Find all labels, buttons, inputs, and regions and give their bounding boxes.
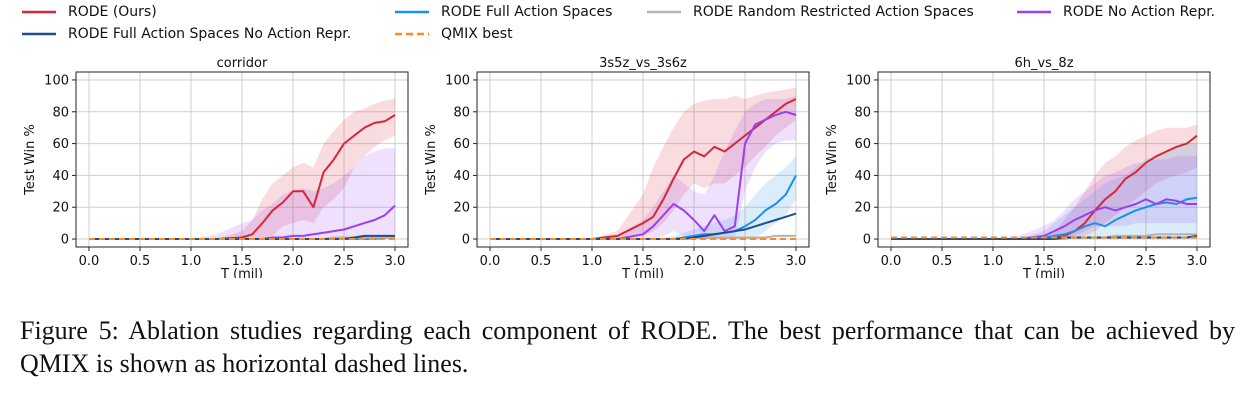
band-rode-ours bbox=[490, 87, 796, 240]
line-rode-full-action-spaces-no-action-repr bbox=[89, 234, 395, 240]
legend-swatch bbox=[1017, 10, 1051, 14]
x-tick-label: 0.0 bbox=[881, 254, 902, 269]
x-tick-label: 0.5 bbox=[531, 254, 552, 269]
panel-title: corridor bbox=[217, 56, 268, 71]
x-tick-label: 0.5 bbox=[932, 254, 953, 269]
y-tick-label: 0 bbox=[61, 233, 69, 248]
legend-swatch bbox=[395, 10, 429, 14]
y-axis-label: Test Win % bbox=[825, 124, 840, 196]
y-tick-label: 80 bbox=[854, 105, 871, 120]
x-tick-label: 2.0 bbox=[684, 254, 705, 269]
y-tick-label: 80 bbox=[453, 105, 470, 120]
figure-caption: Figure 5: Ablation studies regarding eac… bbox=[20, 316, 1235, 378]
line-rode-full-action-spaces-no-action-repr bbox=[490, 212, 797, 240]
y-axis-label: Test Win % bbox=[23, 124, 38, 196]
x-tick-label: 0.0 bbox=[480, 254, 501, 269]
x-tick-label: 0.0 bbox=[79, 254, 100, 269]
x-tick-label: 3.0 bbox=[1187, 254, 1208, 269]
y-tick-label: 40 bbox=[52, 169, 69, 184]
y-tick-label: 20 bbox=[52, 201, 69, 216]
x-axis-label: T (mil) bbox=[220, 267, 263, 278]
legend-swatch bbox=[395, 32, 429, 36]
x-tick-label: 1.5 bbox=[1034, 254, 1055, 269]
figure-panels: 0.0 0.5 1.0 1.5 2.0 2.5 3.0 0 20 40 60 80 100 corrido… bbox=[23, 56, 1211, 278]
x-tick-label: 2.0 bbox=[1085, 254, 1106, 269]
x-tick-label: 3.0 bbox=[786, 254, 807, 269]
x-tick-label: 1.0 bbox=[983, 254, 1004, 269]
x-tick-label: 0.5 bbox=[130, 254, 151, 269]
y-tick-label: 100 bbox=[44, 73, 69, 88]
panel-title: 6h_vs_8z bbox=[1014, 56, 1073, 71]
y-tick-label: 60 bbox=[453, 137, 470, 152]
band-rode-full-action-spaces bbox=[891, 143, 1197, 239]
band-rode-ours bbox=[89, 99, 395, 239]
y-tick-label: 60 bbox=[854, 137, 871, 152]
legend-label: RODE Full Action Spaces bbox=[441, 4, 613, 20]
band-rode-no-action-repr bbox=[490, 95, 796, 240]
legend-swatch bbox=[22, 32, 56, 36]
x-tick-label: 2.5 bbox=[1136, 254, 1157, 269]
y-tick-label: 20 bbox=[453, 201, 470, 216]
panel-title: 3s5z_vs_3s6z bbox=[599, 56, 687, 71]
legend-label: RODE (Ours) bbox=[68, 4, 157, 20]
x-tick-label: 2.0 bbox=[283, 254, 304, 269]
y-axis-label: Test Win % bbox=[424, 124, 439, 196]
panel-6h-vs-8z: 0.0 0.5 1.0 1.5 2.0 2.5 3.0 0 20 40 60 80 100 6h_vs_8… bbox=[825, 56, 1211, 278]
legend-item-rode-ours: RODE (Ours) bbox=[20, 4, 157, 20]
legend-label: RODE No Action Repr. bbox=[1063, 4, 1216, 20]
legend-item-rode-random-restricted-action-spaces: RODE Random Restricted Action Spaces bbox=[645, 4, 974, 20]
y-tick-label: 40 bbox=[453, 169, 470, 184]
y-tick-label: 60 bbox=[52, 137, 69, 152]
legend-label: RODE Random Restricted Action Spaces bbox=[693, 4, 974, 20]
band-rode-ours bbox=[891, 124, 1197, 239]
y-tick-label: 0 bbox=[462, 233, 470, 248]
legend-swatch bbox=[22, 10, 56, 14]
y-tick-label: 80 bbox=[52, 105, 69, 120]
x-tick-label: 1.0 bbox=[582, 254, 603, 269]
y-tick-label: 40 bbox=[854, 169, 871, 184]
legend-swatch bbox=[647, 10, 681, 14]
legend-label: RODE Full Action Spaces No Action Repr. bbox=[68, 26, 352, 42]
y-tick-label: 0 bbox=[863, 233, 871, 248]
band-rode-no-action-repr bbox=[89, 148, 395, 239]
x-tick-label: 2.5 bbox=[735, 254, 756, 269]
legend-label: QMIX best bbox=[441, 26, 513, 42]
x-tick-label: 1.5 bbox=[633, 254, 654, 269]
legend: RODE (Ours) RODE Full Action Spaces RODE R… bbox=[0, 0, 1251, 58]
band-rode-full-action-spaces bbox=[490, 156, 796, 239]
panel-corridor: 0.0 0.5 1.0 1.5 2.0 2.5 3.0 0 20 40 60 80 100 corrido… bbox=[23, 56, 409, 278]
legend-item-rode-full-action-spaces-no-action-repr: RODE Full Action Spaces No Action Repr. bbox=[20, 26, 351, 42]
legend-item-qmix-best: QMIX best bbox=[393, 26, 513, 42]
x-axis-label: T (mil) bbox=[621, 267, 664, 278]
legend-item-rode-full-action-spaces: RODE Full Action Spaces bbox=[393, 4, 612, 20]
x-tick-label: 1.5 bbox=[232, 254, 253, 269]
panel-3s5z-vs-3s6z: 0.0 0.5 1.0 1.5 2.0 2.5 3.0 0 20 40 60 80 100 3s5z_vs… bbox=[424, 56, 810, 278]
y-tick-label: 100 bbox=[846, 73, 871, 88]
x-tick-label: 3.0 bbox=[385, 254, 406, 269]
x-axis-label: T (mil) bbox=[1022, 267, 1065, 278]
legend-item-rode-no-action-repr: RODE No Action Repr. bbox=[1015, 4, 1215, 20]
plot-frame bbox=[75, 71, 409, 248]
x-tick-label: 2.5 bbox=[334, 254, 355, 269]
plot-frame bbox=[877, 71, 1211, 248]
y-tick-label: 20 bbox=[854, 201, 871, 216]
y-tick-label: 100 bbox=[445, 73, 470, 88]
plot-frame bbox=[476, 71, 810, 248]
x-tick-label: 1.0 bbox=[181, 254, 202, 269]
